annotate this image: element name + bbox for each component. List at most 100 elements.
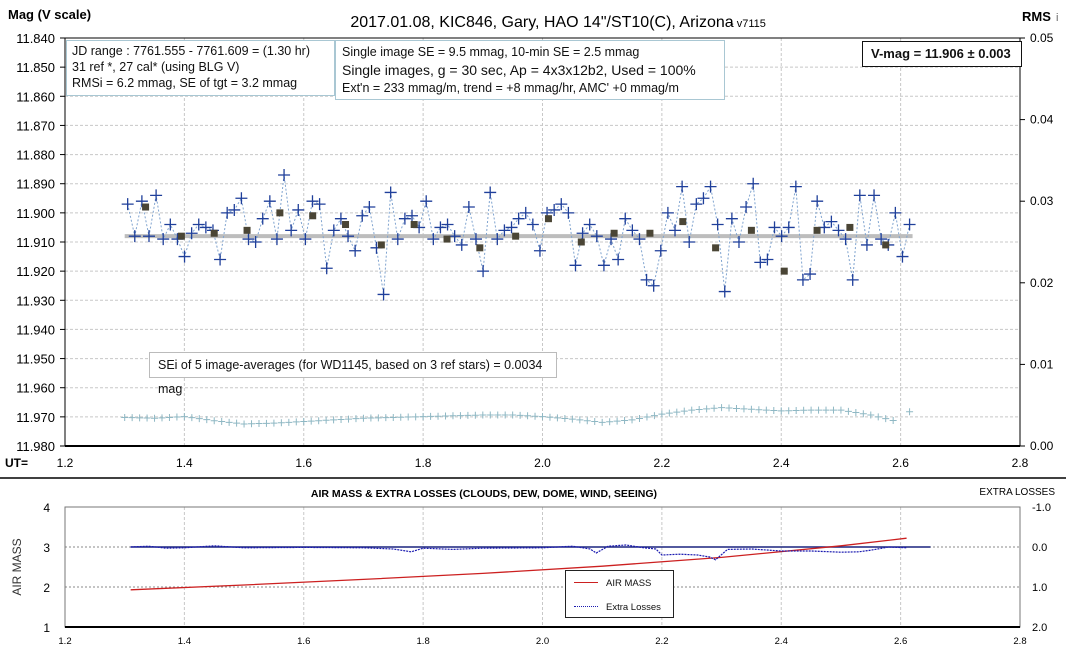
rms-point <box>643 413 651 421</box>
y2-axis-title-suffix: i <box>1056 12 1058 24</box>
single-image-point <box>214 253 227 266</box>
single-image-point <box>718 285 731 298</box>
rms-point <box>755 406 763 414</box>
single-image-point <box>775 230 788 243</box>
rms-point <box>382 414 390 422</box>
lower-y2-tick-label: 1.0 <box>1032 582 1047 594</box>
single-image-point <box>569 259 582 272</box>
rms-point <box>718 404 726 412</box>
rms-point <box>300 418 308 426</box>
chart-title: 2017.01.08, KIC846, Gary, HAO 14"/ST10(C… <box>350 14 733 31</box>
rms-point <box>330 416 338 424</box>
rms-point <box>770 407 778 415</box>
rms-point <box>210 417 218 425</box>
rms-point <box>561 414 569 422</box>
rms-point <box>389 413 397 421</box>
single-image-point <box>420 195 433 208</box>
single-image-point <box>754 256 767 269</box>
single-image-point <box>256 212 269 225</box>
x-tick-label: 2.0 <box>534 456 551 470</box>
single-image-point <box>320 262 333 275</box>
rms-point <box>501 411 509 419</box>
rms-point <box>180 413 188 421</box>
rms-point <box>531 412 539 420</box>
single-image-point <box>519 206 532 219</box>
rms-point <box>524 412 532 420</box>
lower-chart-title: AIR MASS & EXTRA LOSSES (CLOUDS, DEW, DO… <box>311 488 657 500</box>
single-image-point <box>640 273 653 286</box>
single-image-point <box>676 180 689 193</box>
lower-y2-axis-title: EXTRA LOSSES <box>979 487 1055 498</box>
single-image-point <box>811 195 824 208</box>
rms-point <box>151 414 159 422</box>
y2-tick-label: 0.02 <box>1030 276 1054 290</box>
lower-y-axis-title: AIR MASS <box>10 538 24 595</box>
info-line: 31 ref *, 27 cal* (using BLG V) <box>72 60 240 74</box>
average-point <box>276 209 284 217</box>
info-line: RMSi = 6.2 mmag, SE of tgt = 3.2 mmag <box>72 76 298 90</box>
rms-point <box>516 411 524 419</box>
average-point <box>410 221 418 229</box>
single-image-point <box>789 180 802 193</box>
single-image-point <box>221 206 234 219</box>
single-image-point <box>804 268 817 281</box>
rms-point <box>710 404 718 412</box>
rms-point <box>359 414 367 422</box>
single-image-point <box>199 221 212 234</box>
single-image-point <box>661 206 674 219</box>
single-image-point <box>235 192 248 205</box>
x-tick-label: 2.4 <box>773 456 790 470</box>
rms-point <box>673 408 681 416</box>
single-image-point <box>398 212 411 225</box>
y-tick-label: 11.870 <box>16 118 55 133</box>
average-point <box>544 215 552 223</box>
lower-x-tick-label: 2.0 <box>536 636 549 647</box>
x-tick-label: 1.8 <box>415 456 432 470</box>
rms-point <box>635 414 643 422</box>
rms-point <box>613 417 621 425</box>
rms-point <box>285 418 293 426</box>
rms-point <box>292 418 300 426</box>
single-image-point <box>142 230 155 243</box>
rms-point <box>270 419 278 427</box>
lower-x-tick-label: 1.2 <box>58 636 71 647</box>
y-tick-label: 11.950 <box>16 352 55 367</box>
rms-point <box>628 416 636 424</box>
rms-point <box>568 415 576 423</box>
average-point <box>712 244 720 252</box>
single-image-point <box>669 224 682 237</box>
average-point <box>443 235 451 243</box>
rms-point <box>158 414 166 422</box>
y-tick-label: 11.960 <box>16 381 55 396</box>
info-box-1: JD range : 7761.555 - 7761.609 = (1.30 h… <box>66 40 335 96</box>
average-point <box>646 229 654 237</box>
x-tick-label: 2.6 <box>892 456 909 470</box>
single-image-point <box>327 224 340 237</box>
single-image-point <box>704 180 717 193</box>
rms-point <box>337 415 345 423</box>
rms-point <box>665 409 673 417</box>
legend-extra-losses-label: Extra Losses <box>606 602 661 613</box>
single-image-point <box>711 218 724 231</box>
rms-point <box>650 412 658 420</box>
y-tick-label: 11.840 <box>16 31 55 46</box>
single-image-point <box>270 233 283 246</box>
single-image-point <box>292 203 305 216</box>
rms-point <box>553 414 561 422</box>
rms-point <box>591 418 599 426</box>
single-image-point <box>249 236 262 248</box>
rms-point <box>143 414 151 422</box>
average-point <box>476 244 484 252</box>
average-point <box>610 229 618 237</box>
rms-point <box>419 413 427 421</box>
single-image-point <box>306 195 319 208</box>
lower-x-tick-label: 2.2 <box>655 636 668 647</box>
x-tick-label: 2.8 <box>1012 456 1029 470</box>
average-point <box>679 218 687 226</box>
single-image-point <box>619 212 632 225</box>
rms-point <box>889 417 897 424</box>
rms-point <box>486 411 494 419</box>
single-image-point <box>796 273 809 286</box>
